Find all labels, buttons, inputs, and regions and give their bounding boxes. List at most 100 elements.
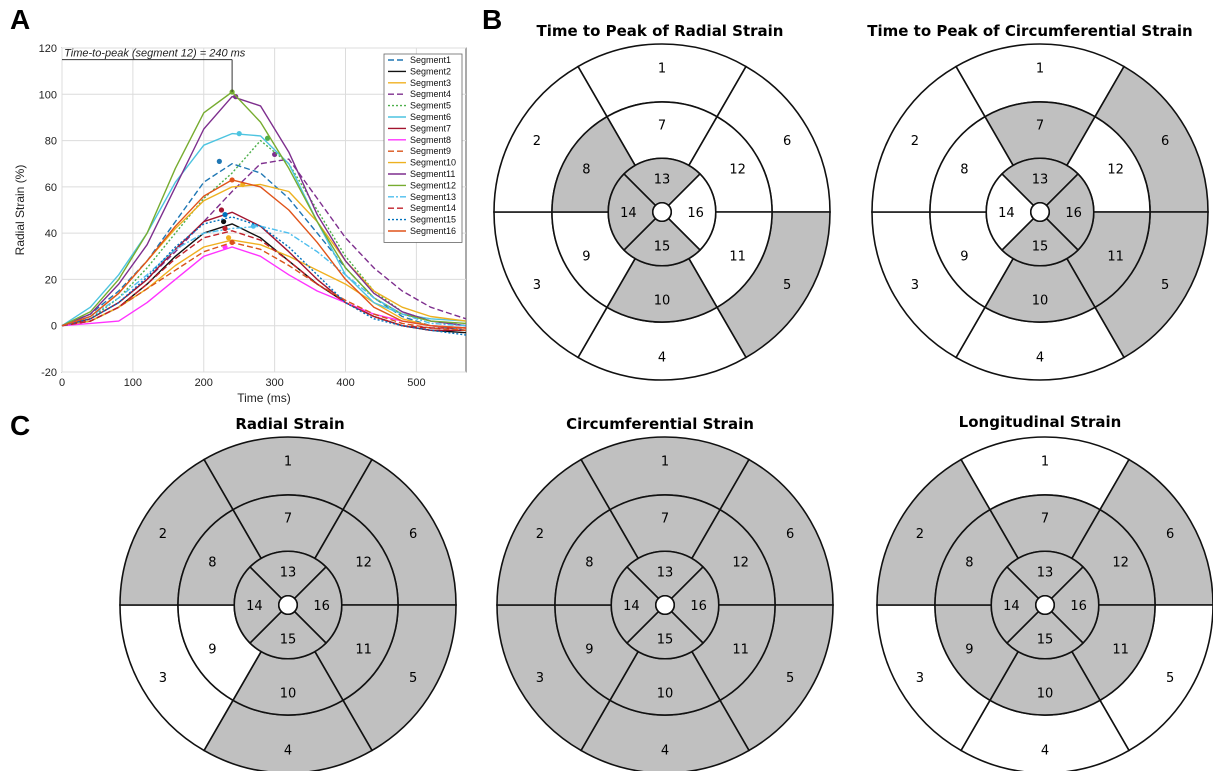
peak-marker-segment6 — [236, 131, 242, 137]
segment-label-12: 12 — [355, 555, 372, 570]
segment-label-13: 13 — [657, 565, 674, 580]
apex-center — [654, 594, 676, 616]
legend-label: Segment9 — [410, 146, 451, 156]
legend-label: Segment12 — [410, 180, 456, 190]
segment-label-7: 7 — [658, 119, 666, 134]
segment-label-8: 8 — [965, 555, 973, 570]
x-tick-label: 100 — [124, 377, 142, 389]
legend-label: Segment7 — [410, 123, 451, 133]
x-axis-label: Time (ms) — [237, 391, 291, 405]
panel-letter-b: B — [482, 4, 503, 35]
segment-label-3: 3 — [911, 278, 919, 293]
legend-label: Segment2 — [410, 66, 451, 76]
segment-label-7: 7 — [661, 512, 669, 527]
segment-label-9: 9 — [582, 250, 590, 265]
segment-label-9: 9 — [965, 643, 973, 658]
bullseye-title-ttp-radial: Time to Peak of Radial Strain — [536, 22, 784, 40]
legend-label: Segment11 — [410, 169, 455, 179]
segment-label-15: 15 — [1032, 240, 1049, 255]
segment-label-12: 12 — [732, 555, 749, 570]
segment-label-15: 15 — [657, 633, 674, 648]
segment-label-12: 12 — [729, 162, 746, 177]
peak-marker-segment9 — [229, 239, 235, 245]
segment-label-2: 2 — [159, 527, 167, 542]
x-tick-label: 500 — [407, 377, 425, 389]
segment-label-9: 9 — [960, 250, 968, 265]
legend-label: Segment6 — [410, 112, 451, 122]
segment-label-1: 1 — [1036, 62, 1044, 77]
segment-label-13: 13 — [1032, 172, 1049, 187]
y-tick-label: 120 — [39, 43, 57, 55]
legend-label: Segment5 — [410, 101, 451, 111]
segment-label-14: 14 — [246, 599, 263, 614]
segment-label-10: 10 — [654, 293, 671, 308]
segment-label-1: 1 — [661, 455, 669, 470]
segment-label-10: 10 — [657, 686, 674, 701]
segment-label-13: 13 — [654, 172, 671, 187]
peak-marker-segment3 — [225, 235, 232, 241]
x-tick-label: 0 — [59, 377, 65, 389]
segment-label-16: 16 — [687, 206, 704, 221]
bullseye-title-ttp-circumferential: Time to Peak of Circumferential Strain — [867, 22, 1193, 40]
segment-label-11: 11 — [732, 643, 749, 658]
segment-label-10: 10 — [1032, 293, 1049, 308]
bullseye-title-circumferential: Circumferential Strain — [566, 415, 754, 433]
series-line-segment3 — [61, 239, 467, 329]
series-line-segment11 — [61, 95, 467, 327]
y-tick-label: 80 — [45, 136, 57, 148]
segment-label-4: 4 — [661, 743, 669, 758]
segment-label-10: 10 — [1037, 686, 1054, 701]
segment-label-7: 7 — [1041, 512, 1049, 527]
apex-center — [1034, 594, 1056, 616]
segment-label-4: 4 — [284, 743, 292, 758]
segment-label-7: 7 — [284, 512, 292, 527]
segment-label-2: 2 — [533, 134, 541, 149]
segment-label-9: 9 — [208, 643, 216, 658]
segment-label-14: 14 — [623, 599, 640, 614]
segment-label-3: 3 — [916, 671, 924, 686]
segment-label-16: 16 — [690, 599, 707, 614]
segment-label-3: 3 — [159, 671, 167, 686]
bullseye-title-longitudinal: Longitudinal Strain — [958, 413, 1122, 431]
apex-center — [277, 594, 299, 616]
segment-label-1: 1 — [658, 62, 666, 77]
segment-label-3: 3 — [536, 671, 544, 686]
segment-label-6: 6 — [1166, 527, 1174, 542]
legend-label: Segment8 — [410, 135, 451, 145]
segment-label-2: 2 — [536, 527, 544, 542]
segment-label-8: 8 — [960, 162, 968, 177]
y-tick-label: 20 — [45, 274, 57, 286]
segment-label-15: 15 — [1037, 633, 1054, 648]
segment-label-7: 7 — [1036, 119, 1044, 134]
series-line-segment9 — [61, 241, 467, 331]
segment-label-8: 8 — [582, 162, 590, 177]
segment-label-11: 11 — [355, 643, 372, 658]
legend-label: Segment14 — [410, 203, 456, 213]
segment-label-13: 13 — [280, 565, 297, 580]
segment-label-2: 2 — [911, 134, 919, 149]
segment-label-9: 9 — [585, 643, 593, 658]
segment-label-15: 15 — [280, 633, 297, 648]
segment-label-11: 11 — [1112, 643, 1129, 658]
series-line-segment14 — [61, 230, 466, 329]
peak-marker-segment16 — [229, 177, 235, 183]
segment-label-10: 10 — [280, 686, 297, 701]
series-line-segment16 — [61, 179, 467, 329]
segment-label-12: 12 — [1112, 555, 1129, 570]
legend-label: Segment13 — [410, 192, 456, 202]
segment-label-2: 2 — [916, 527, 924, 542]
peak-marker-segment13 — [250, 223, 256, 229]
segment-label-6: 6 — [783, 134, 791, 149]
segment-label-5: 5 — [409, 671, 417, 686]
segment-label-8: 8 — [585, 555, 593, 570]
legend-label: Segment16 — [410, 226, 456, 236]
legend-label: Segment1 — [410, 55, 451, 65]
y-tick-label: 40 — [45, 228, 57, 240]
series-line-segment6 — [61, 132, 467, 327]
series-line-segment8 — [61, 246, 467, 329]
